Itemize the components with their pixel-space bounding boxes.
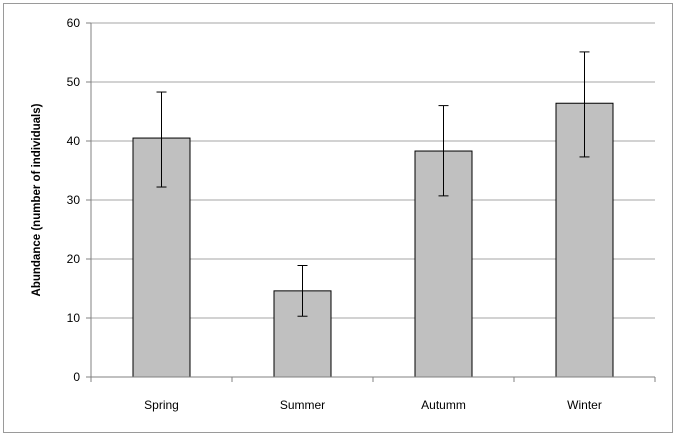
x-tick-label: Spring xyxy=(144,398,179,412)
y-tick-label: 30 xyxy=(67,193,81,207)
y-tick-labels: 0 10 20 30 40 50 60 xyxy=(67,16,81,384)
error-bars xyxy=(156,51,590,317)
y-axis-title: Abundance (number of individuals) xyxy=(31,103,43,296)
y-tick-label: 40 xyxy=(67,134,81,148)
y-tick-label: 10 xyxy=(67,311,81,325)
x-tick-label: Winter xyxy=(567,398,602,412)
axes xyxy=(86,22,656,382)
y-tick-label: 60 xyxy=(67,16,81,30)
bars xyxy=(132,102,614,378)
x-tick-label: Summer xyxy=(280,398,325,412)
y-tick-label: 0 xyxy=(73,370,80,384)
x-tick-labels: Spring Summer Autumm Winter xyxy=(144,398,602,412)
y-tick-label: 20 xyxy=(67,252,81,266)
x-tick-label: Autumm xyxy=(421,398,466,412)
y-tick-label: 50 xyxy=(67,75,81,89)
